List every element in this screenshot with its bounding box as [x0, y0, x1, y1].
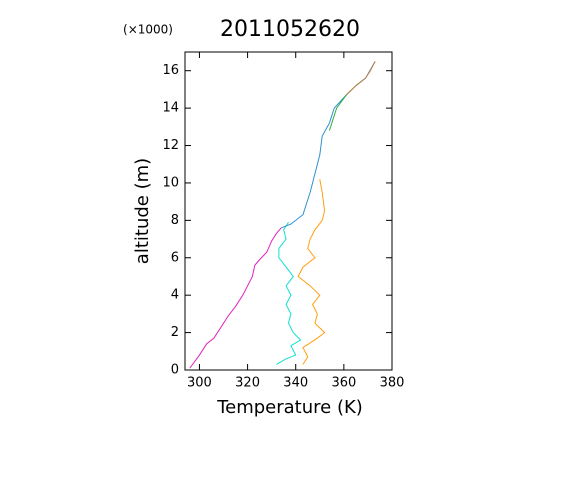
chart-title: 2011052620 [220, 17, 360, 42]
y-axis-label: altitude (m) [132, 158, 153, 264]
y-tick-label: 10 [162, 175, 179, 190]
axis-multiplier: (×1000) [123, 23, 173, 37]
y-tick-label: 2 [171, 325, 179, 340]
x-tick-label: 340 [283, 376, 308, 391]
data-line [276, 221, 302, 365]
y-tick-label: 14 [162, 101, 179, 116]
y-tick-label: 12 [162, 138, 179, 153]
y-tick-label: 8 [171, 213, 179, 228]
x-axis-label: Temperature (K) [216, 397, 363, 418]
data-line [281, 61, 376, 229]
data-line [297, 179, 326, 365]
x-tick-label: 320 [235, 376, 260, 391]
y-tick-label: 6 [171, 250, 179, 265]
data-line [345, 61, 376, 96]
y-tick-label: 16 [162, 63, 179, 78]
data-line [328, 94, 347, 131]
plot-frame [184, 51, 393, 371]
y-tick-label: 4 [171, 288, 179, 303]
data-line [189, 227, 282, 369]
x-tick-label: 300 [187, 376, 212, 391]
x-tick-label: 380 [380, 376, 405, 391]
x-tick-label: 360 [331, 376, 356, 391]
y-tick-label: 0 [171, 363, 179, 378]
